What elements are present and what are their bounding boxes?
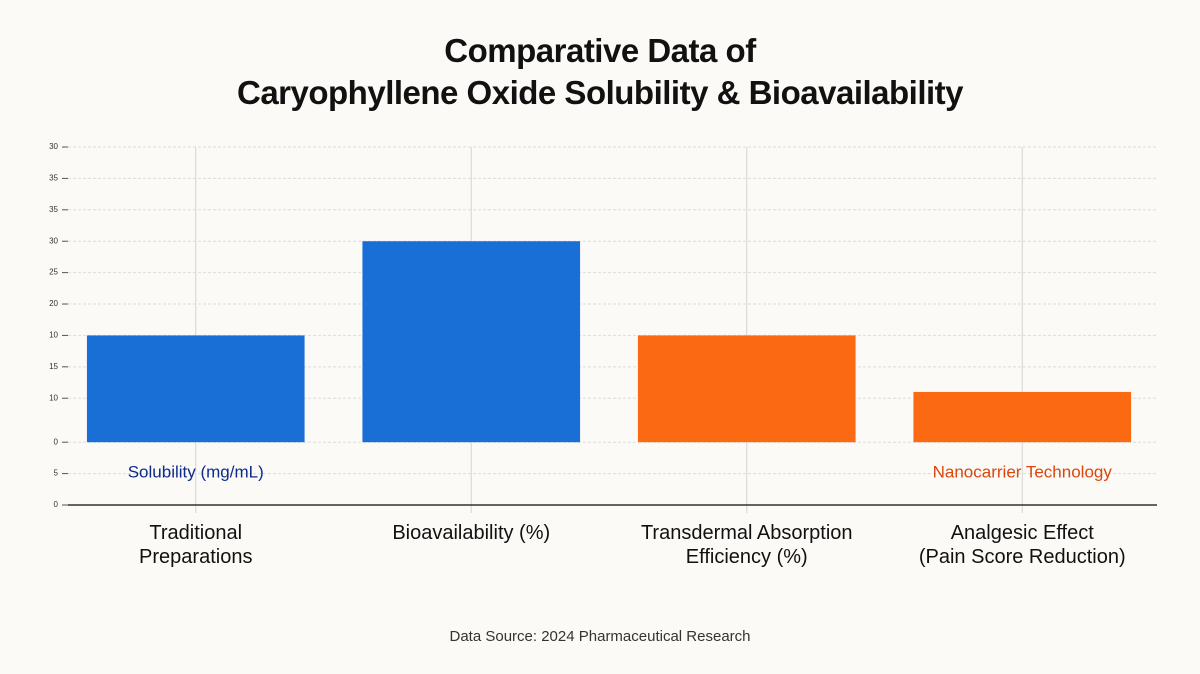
bar	[637, 335, 856, 443]
y-tick-label: 20	[49, 299, 58, 308]
y-tick-label: 35	[49, 174, 58, 183]
y-tick-label: 30	[49, 142, 58, 151]
legend-label: Solubility (mg/mL)	[128, 462, 264, 481]
bar	[86, 335, 305, 443]
y-tick-label: 10	[49, 393, 58, 402]
x-tick-label: Bioavailability (%)	[392, 522, 551, 544]
y-tick-label: 25	[49, 268, 58, 277]
y-tick-label: 0	[54, 500, 59, 509]
source-note: Data Source: 2024 Pharmaceutical Researc…	[449, 628, 751, 645]
y-tick-label: 0	[54, 437, 59, 446]
bar	[913, 391, 1132, 443]
y-tick-label: 35	[49, 205, 58, 214]
chart-title: Comparative Data of Caryophyllene Oxide …	[236, 32, 964, 111]
x-tick-label: Traditional Preparations	[139, 522, 253, 568]
bar	[362, 241, 581, 443]
legend-label: Nanocarrier Technology	[933, 462, 1113, 481]
x-tick-label: Analgesic Effect (Pain Score Reduction)	[918, 522, 1126, 568]
y-tick-label: 30	[49, 236, 58, 245]
y-tick-label: 15	[49, 362, 58, 371]
y-tick-label: 10	[49, 331, 58, 340]
x-tick-label: Transdermal Absorption Efficiency (%)	[640, 522, 853, 568]
y-tick-label: 5	[54, 469, 59, 478]
